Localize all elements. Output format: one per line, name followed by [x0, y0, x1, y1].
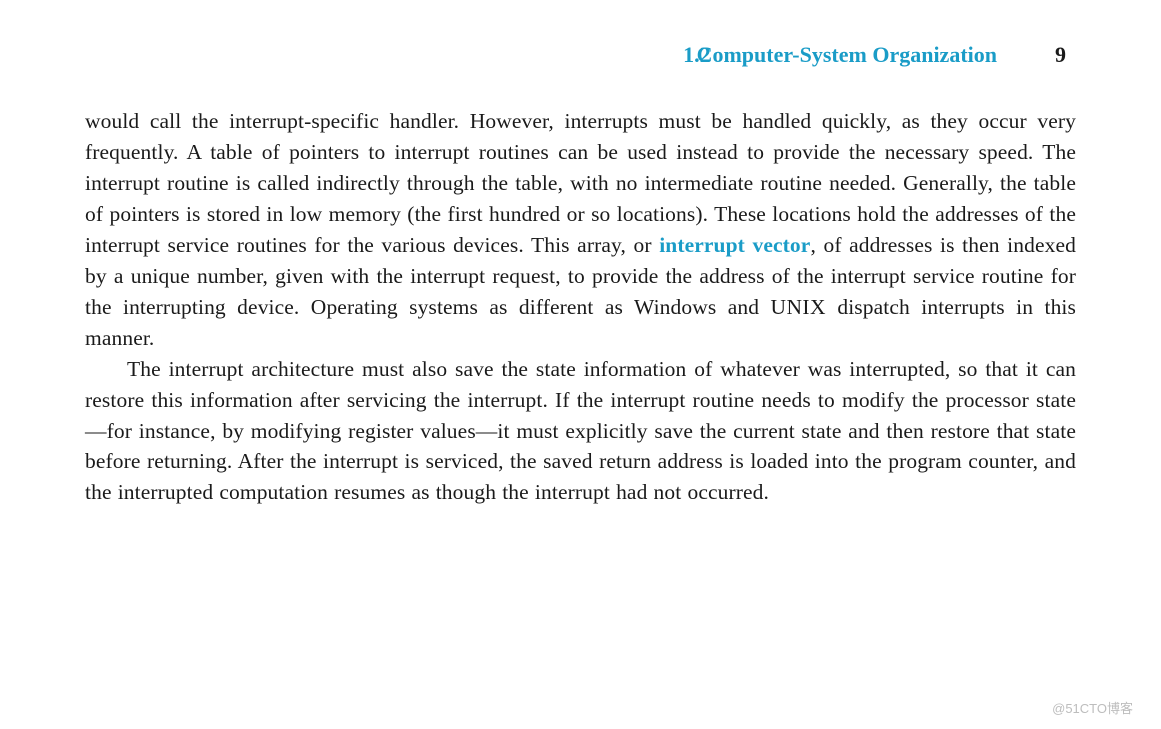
- paragraph-2: The interrupt architecture must also sav…: [85, 354, 1076, 509]
- section-title: Computer-System Organization: [697, 42, 997, 67]
- p2-text: The interrupt architecture must also sav…: [85, 357, 1076, 505]
- unix-smallcaps: UNIX: [771, 295, 826, 319]
- paragraph-1: would call the interrupt-specific handle…: [85, 106, 1076, 354]
- page-header: 1.2 Computer-System Organization 9: [85, 42, 1076, 68]
- page-content: 1.2 Computer-System Organization 9 would…: [0, 0, 1161, 538]
- watermark: @51CTO博客: [1052, 698, 1133, 717]
- keyword-interrupt-vector: interrupt vector: [659, 233, 810, 257]
- page-number: 9: [1055, 42, 1066, 68]
- section-ref: 1.2 Computer-System Organization: [683, 42, 997, 68]
